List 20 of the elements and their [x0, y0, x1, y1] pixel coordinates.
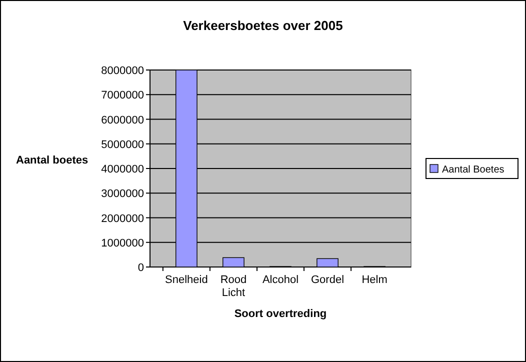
x-axis-title: Soort overtreding [234, 308, 327, 320]
y-tick-label: 1000000 [101, 237, 144, 250]
x-tick-label: Rood Licht [220, 274, 247, 299]
bar [316, 258, 338, 268]
y-tick-label: 7000000 [101, 90, 144, 102]
x-tick-label: Alcohol [262, 274, 299, 286]
y-tick-label: 5000000 [101, 138, 144, 151]
x-tick-label: Gordel [311, 274, 344, 286]
y-tick-label: 3000000 [101, 188, 144, 200]
y-tick-label: 8000000 [101, 65, 144, 77]
y-axis-title: Aantal boetes [16, 154, 88, 166]
chart-title: Verkeersboetes over 2005 [183, 18, 343, 33]
y-tick-label: 6000000 [101, 114, 144, 126]
x-tick-label: Helm [362, 274, 388, 286]
y-tick-label: 4000000 [101, 164, 144, 176]
y-tick-label: 0 [138, 262, 144, 274]
x-tick-label: Snelheid [165, 274, 208, 286]
y-tick-label: 2000000 [101, 212, 144, 225]
bar [222, 257, 244, 268]
legend-label: Aantal Boetes [442, 164, 504, 176]
